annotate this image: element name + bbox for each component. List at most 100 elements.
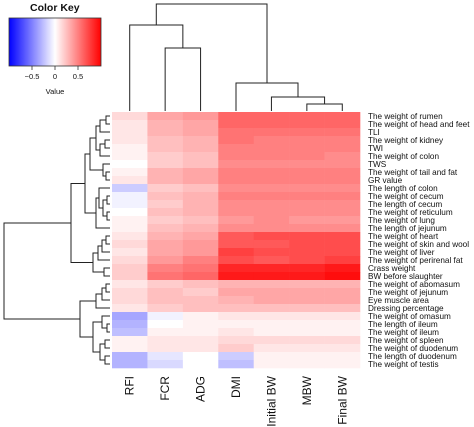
- heatmap-cell: [253, 328, 290, 337]
- heatmap-cell: [218, 240, 255, 249]
- heatmap-cell: [112, 232, 148, 241]
- heatmap-cell: [218, 360, 255, 369]
- heatmap-cell: [253, 304, 290, 313]
- heatmap-cell: [324, 136, 361, 145]
- heatmap-cell: [218, 256, 255, 265]
- heatmap-cell: [112, 216, 148, 225]
- row-label: The weight of head and feet: [368, 120, 470, 129]
- column-dendrogram-branch: [155, 3, 268, 83]
- heatmap-cell: [147, 352, 184, 361]
- heatmap-cell: [182, 152, 219, 161]
- row-dendrogram-branch: [106, 323, 110, 333]
- heatmap-cell: [289, 304, 325, 313]
- heatmap-cell: [112, 120, 148, 129]
- heatmap-cell: [112, 336, 148, 345]
- heatmap-cell: [253, 232, 290, 241]
- heatmap-cell: [182, 360, 219, 369]
- color-key: Color Key −0.5 0 0.5 Value: [8, 2, 102, 96]
- heatmap-cell: [289, 176, 325, 185]
- heatmap-cell: [182, 168, 219, 177]
- heatmap-cell: [289, 120, 325, 129]
- heatmap-cell: [218, 352, 255, 361]
- heatmap-cell: [218, 296, 255, 305]
- heatmap-cell: [218, 200, 255, 209]
- column-label: Initial BW: [264, 375, 278, 426]
- heatmap-cell: [324, 232, 361, 241]
- heatmap-cell: [218, 184, 255, 193]
- heatmap-cell: [289, 144, 325, 153]
- heatmap-cell: [253, 256, 290, 265]
- column-label: MBW: [300, 375, 314, 405]
- heatmap-cell: [289, 232, 325, 241]
- row-label: Eye muscle area: [368, 296, 429, 305]
- color-key-tick-label: −0.5: [25, 72, 40, 81]
- heatmap-cell: [112, 112, 148, 121]
- heatmap-cell: [289, 312, 325, 321]
- row-dendrogram-branch: [105, 171, 110, 181]
- heatmap-cell: [147, 200, 184, 209]
- heatmap-cell: [112, 136, 148, 145]
- color-key-ticks: −0.5 0 0.5: [25, 66, 83, 81]
- heatmap-cell: [218, 144, 255, 153]
- heatmap-cell: [253, 136, 290, 145]
- heatmap-cell: [253, 336, 290, 345]
- heatmap-cell: [112, 280, 148, 289]
- heatmap-cell: [147, 304, 184, 313]
- heatmap-cell: [147, 112, 184, 121]
- heatmap-cell: [112, 288, 148, 297]
- heatmap-cell: [324, 352, 361, 361]
- heatmap-cell: [253, 152, 290, 161]
- row-label: The length of jejunum: [368, 224, 447, 233]
- heatmap-cell: [253, 248, 290, 257]
- row-label: The weight of spleen: [368, 336, 444, 345]
- heatmap-cell: [324, 192, 361, 201]
- heatmap-cell: [147, 152, 184, 161]
- row-label: Dressing percentage: [368, 304, 444, 313]
- heatmap-cell: [289, 288, 325, 297]
- heatmap-cell: [324, 152, 361, 161]
- row-label: The weight of reticulum: [368, 208, 453, 217]
- heatmap-cell: [289, 184, 325, 193]
- heatmap-cell: [324, 144, 361, 153]
- heatmap-cell: [324, 208, 361, 217]
- heatmap-cell: [324, 328, 361, 337]
- heatmap-cell: [253, 344, 290, 353]
- row-dendrogram-branch: [101, 315, 110, 329]
- heatmap-cell: [324, 184, 361, 193]
- heatmap-cell: [253, 144, 290, 153]
- heatmap-cell: [182, 208, 219, 217]
- heatmap-cell: [112, 328, 148, 337]
- heatmap-cell: [147, 256, 184, 265]
- heatmap-cell: [253, 288, 290, 297]
- heatmap-cell: [147, 168, 184, 177]
- heatmap-cell: [182, 328, 219, 337]
- heatmap-cell: [218, 120, 255, 129]
- heatmap-cell: [112, 320, 148, 329]
- heatmap-cell: [253, 264, 290, 273]
- heatmap-cell: [182, 344, 219, 353]
- row-dendrogram-branch: [3, 222, 80, 320]
- heatmap-cell: [147, 240, 184, 249]
- row-label: TWI: [368, 144, 383, 153]
- heatmap-cell: [289, 280, 325, 289]
- heatmap-cell: [112, 240, 148, 249]
- heatmap-cell: [324, 112, 361, 121]
- heatmap-cell: [289, 296, 325, 305]
- heatmap-cell: [182, 248, 219, 257]
- heatmap-cell: [182, 288, 219, 297]
- heatmap-cell: [218, 280, 255, 289]
- row-dendrogram-branch: [106, 211, 110, 221]
- heatmap-cell: [324, 240, 361, 249]
- row-label: The length of ileum: [368, 320, 438, 329]
- heatmap-cell: [289, 320, 325, 329]
- heatmap-cell: [147, 136, 184, 145]
- heatmap-cell: [289, 112, 325, 121]
- heatmap-cell: [112, 152, 148, 161]
- row-label: The weight of ileum: [368, 328, 439, 337]
- row-dendrogram-branch: [79, 300, 96, 338]
- heatmap-cell: [112, 208, 148, 217]
- heatmap-cell: [112, 360, 148, 369]
- heatmap-cell: [218, 168, 255, 177]
- heatmap-cell: [253, 176, 290, 185]
- heatmap-cell: [147, 360, 184, 369]
